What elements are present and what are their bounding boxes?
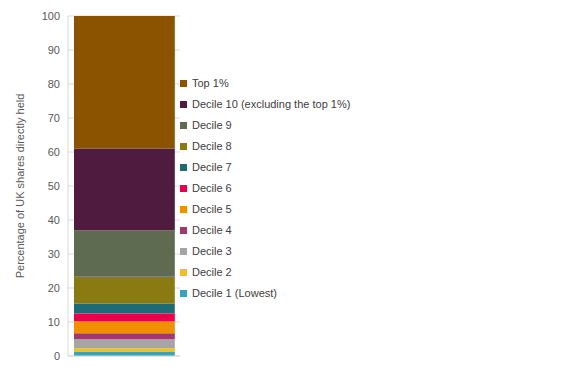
html-text:Decile 5: Decile 5 — [192, 203, 232, 215]
html-text:Decile 1 (Lowest): Decile 1 (Lowest) — [192, 287, 277, 299]
html-text:Decile 2: Decile 2 — [192, 266, 232, 278]
svg-text:70: 70 — [48, 112, 60, 124]
svg-text:40: 40 — [48, 214, 60, 226]
svg-text:20: 20 — [48, 282, 60, 294]
html-text:Decile 4: Decile 4 — [192, 224, 232, 236]
html-text:Decile 3: Decile 3 — [192, 245, 232, 257]
svg-text:Percentage of UK shares direct: Percentage of UK shares directly held — [14, 94, 26, 279]
html-text:Decile 6: Decile 6 — [192, 182, 232, 194]
html-text:Decile 8: Decile 8 — [192, 140, 232, 152]
svg-text:0: 0 — [54, 350, 60, 362]
html-text:Top 1%: Top 1% — [192, 77, 229, 89]
svg-text:90: 90 — [48, 44, 60, 56]
html-text:Decile 9: Decile 9 — [192, 119, 232, 131]
svg-text:80: 80 — [48, 78, 60, 90]
html-text:Decile 10 (excluding the top 1: Decile 10 (excluding the top 1%) — [192, 98, 351, 110]
svg-text:50: 50 — [48, 180, 60, 192]
svg-text:30: 30 — [48, 248, 60, 260]
svg-text:100: 100 — [42, 10, 60, 22]
svg-text:10: 10 — [48, 316, 60, 328]
svg-text:60: 60 — [48, 146, 60, 158]
html-text:Decile 7: Decile 7 — [192, 161, 232, 173]
